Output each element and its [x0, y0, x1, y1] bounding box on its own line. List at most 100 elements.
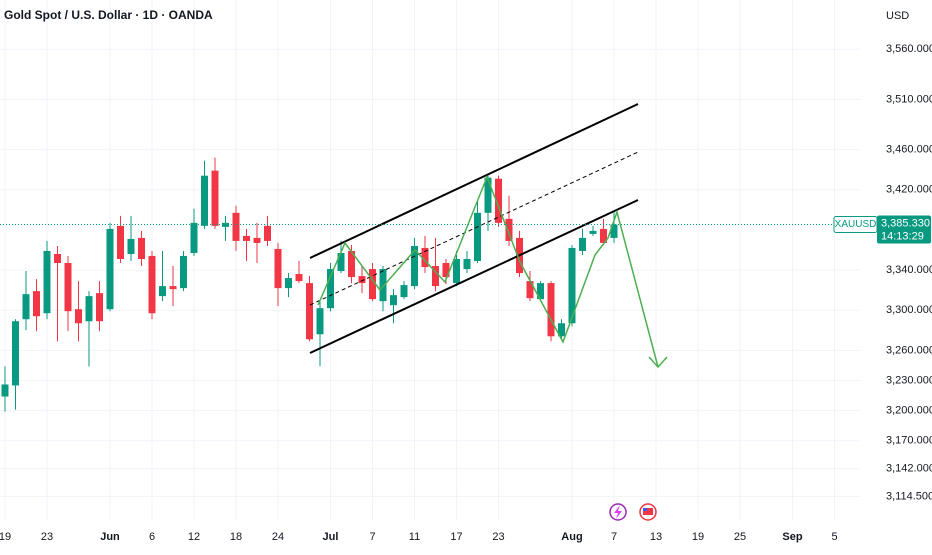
- x-tick-label: 24: [272, 531, 284, 543]
- candle-body: [610, 224, 618, 238]
- candle-body: [22, 294, 30, 320]
- candle-body: [85, 296, 93, 322]
- zigzag: [317, 174, 659, 368]
- candle-body: [169, 286, 177, 290]
- flag: [643, 508, 653, 515]
- candle-body: [337, 252, 345, 272]
- countdown-label: 14:13:29: [881, 230, 924, 242]
- candle-body: [54, 253, 61, 264]
- candle-body: [348, 250, 355, 278]
- candle-body: [295, 274, 303, 282]
- y-axis: 3,560.000 3,510.000 3,460.000 3,420.000 3,34…: [886, 43, 932, 502]
- candle-body: [285, 278, 292, 289]
- y-tick-label: 3,510.000: [886, 93, 932, 105]
- candle-body: [64, 263, 72, 312]
- candle-body: [75, 309, 82, 324]
- channel-upper: [309, 103, 639, 259]
- candle-body: [358, 276, 366, 284]
- candle-body: [211, 170, 219, 226]
- candle-body: [180, 255, 187, 289]
- symbol-label: XAUUSD: [835, 219, 877, 230]
- candle-body: [327, 269, 334, 309]
- candle-body: [568, 247, 576, 324]
- x-tick-label: 12: [188, 531, 200, 543]
- candle-body: [12, 321, 19, 386]
- y-tick-label: 3,300.000: [886, 304, 932, 316]
- candle-body: [442, 263, 450, 278]
- candle-body: [201, 175, 208, 226]
- candle-body: [306, 283, 313, 340]
- candle-body: [117, 225, 124, 259]
- x-tick-label: 13: [650, 531, 662, 543]
- candle-body: [526, 281, 534, 299]
- candle-body: [474, 212, 481, 262]
- candle-body: [33, 291, 40, 317]
- candle-body: [264, 225, 271, 241]
- x-tick-label: 7: [611, 531, 617, 543]
- x-tick-label: 7: [369, 531, 375, 543]
- candle-body: [369, 269, 376, 300]
- candle-body: [127, 238, 135, 254]
- y-tick-label: 3,340.000: [886, 264, 932, 276]
- x-tick-label: Jun: [100, 531, 120, 543]
- candle-body: [159, 286, 166, 297]
- x-tick-label: 23: [41, 531, 53, 543]
- x-tick-label: 6: [149, 531, 155, 543]
- channel-drawing: [309, 103, 639, 354]
- flag-canton: [643, 508, 647, 511]
- candle-body: [453, 258, 460, 284]
- candle-body: [600, 228, 607, 243]
- channel-mid: [309, 151, 639, 306]
- x-tick-label: 17: [450, 531, 462, 543]
- x-tick-label: 5: [831, 531, 837, 543]
- currency-label: USD: [886, 10, 909, 22]
- event-icons: [609, 503, 657, 521]
- candle-body: [547, 283, 555, 337]
- candle-body: [43, 250, 51, 314]
- candle-body: [190, 222, 198, 253]
- candle-body: [316, 308, 324, 335]
- x-tick-label: Aug: [561, 531, 582, 543]
- x-tick-label: Sep: [782, 531, 802, 543]
- candle-body: [243, 235, 250, 241]
- candle-body: [274, 248, 282, 289]
- x-tick-label: 25: [734, 531, 746, 543]
- candle-body: [400, 285, 408, 298]
- channel-lower: [309, 199, 639, 354]
- candle-body: [579, 237, 586, 251]
- x-tick-label: 11: [409, 531, 420, 543]
- y-tick-label: 3,114.500: [886, 490, 932, 502]
- candle-body: [484, 177, 492, 213]
- y-tick-label: 3,170.000: [886, 435, 932, 447]
- y-tick-label: 3,560.000: [886, 43, 932, 55]
- candle-body: [232, 212, 240, 241]
- candle-body: [379, 269, 387, 302]
- candle-body: [537, 283, 544, 300]
- x-tick-label: 19: [0, 531, 11, 543]
- x-tick-label: Jul: [323, 531, 339, 543]
- candle-body: [432, 266, 439, 287]
- candle-body: [138, 237, 145, 259]
- x-tick-label: 18: [230, 531, 242, 543]
- candle-body: [421, 247, 429, 268]
- candle-body: [505, 218, 513, 241]
- candle-body: [495, 178, 502, 223]
- candle-body: [463, 258, 471, 270]
- lightning: [614, 505, 622, 519]
- x-tick-label: 19: [692, 531, 704, 543]
- candle-body: [96, 293, 103, 322]
- candle-body: [253, 237, 261, 243]
- y-tick-label: 3,142.000: [886, 463, 932, 475]
- chart-title: Gold Spot / U.S. Dollar · 1D · OANDA: [4, 8, 213, 22]
- y-tick-label: 3,260.000: [886, 344, 932, 356]
- candle-body: [411, 245, 418, 287]
- candle-body: [390, 295, 397, 306]
- candle-body: [1, 384, 9, 397]
- path-projection: [317, 174, 668, 369]
- arrow-head: [648, 356, 668, 369]
- x-tick-label: 23: [492, 531, 504, 543]
- candle-body: [148, 255, 156, 314]
- y-tick-label: 3,420.000: [886, 184, 932, 196]
- candle-body: [106, 228, 114, 310]
